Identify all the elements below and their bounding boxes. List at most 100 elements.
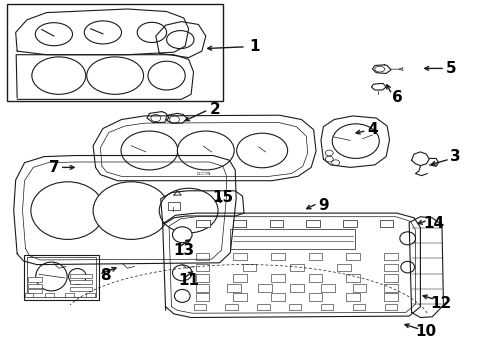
Bar [309,253,322,260]
Ellipse shape [401,261,415,273]
Bar [28,284,42,288]
Bar [70,274,92,278]
Bar [271,253,285,260]
Text: DCCTN: DCCTN [196,172,211,176]
Bar [70,287,92,291]
Ellipse shape [332,124,379,158]
Ellipse shape [159,188,218,233]
Text: 15: 15 [212,190,234,206]
Bar [346,274,360,282]
Bar [343,220,357,227]
Bar [384,274,398,282]
Bar [233,274,247,282]
Bar [233,220,246,227]
Bar [196,284,209,292]
Ellipse shape [148,61,185,90]
Bar [290,264,304,271]
Bar [196,274,209,282]
Bar [384,253,398,260]
Text: 10: 10 [416,324,437,339]
Ellipse shape [167,31,194,49]
Ellipse shape [87,57,144,94]
Bar [384,284,398,292]
Bar [271,293,285,301]
Text: 7: 7 [49,160,59,175]
Bar [24,293,33,297]
Bar [353,304,365,310]
Text: 9: 9 [318,198,329,213]
Bar [289,304,301,310]
Bar [28,277,42,282]
Bar [65,293,74,297]
Text: 2: 2 [210,102,221,117]
Bar [346,253,360,260]
Text: 5: 5 [445,61,456,76]
Bar [86,293,95,297]
Ellipse shape [151,114,161,122]
Bar [257,304,270,310]
Bar [243,264,256,271]
Bar [270,220,283,227]
Ellipse shape [170,116,179,123]
Bar [385,304,397,310]
Bar [27,257,96,297]
Ellipse shape [137,22,167,42]
Text: 3: 3 [450,149,461,164]
Bar [233,253,247,260]
Ellipse shape [174,289,190,302]
Ellipse shape [237,133,288,168]
Ellipse shape [172,227,192,243]
Bar [196,293,209,301]
Ellipse shape [32,57,86,94]
Bar [337,264,351,271]
Bar [230,229,355,249]
Text: 11: 11 [178,273,199,288]
Text: 13: 13 [173,243,195,258]
Bar [258,284,272,292]
Text: 1: 1 [249,39,260,54]
Text: 8: 8 [100,268,111,283]
Ellipse shape [93,182,170,239]
Ellipse shape [84,21,122,44]
Bar [384,264,398,271]
Bar [196,264,209,271]
Text: 4: 4 [367,122,378,137]
Ellipse shape [332,160,340,166]
Text: 12: 12 [430,296,452,311]
Bar [271,274,285,282]
Bar [353,284,367,292]
Bar [346,293,360,301]
Bar [309,274,322,282]
Bar [384,293,398,301]
Ellipse shape [400,232,416,245]
Bar [168,202,180,210]
Bar [225,304,238,310]
Bar [24,255,99,300]
Ellipse shape [177,131,234,170]
Bar [28,289,42,293]
Bar [309,293,322,301]
Text: !: ! [172,207,175,213]
Ellipse shape [172,265,192,281]
Bar [321,284,335,292]
Bar [306,220,320,227]
Ellipse shape [36,262,67,291]
Bar [227,284,241,292]
Ellipse shape [121,131,178,170]
Bar [196,220,210,227]
Bar [196,253,209,260]
Bar [45,293,54,297]
Ellipse shape [325,156,333,162]
Text: 6: 6 [392,90,402,105]
Bar [70,280,92,284]
Ellipse shape [69,269,86,284]
Bar [290,284,304,292]
Ellipse shape [35,23,73,46]
Ellipse shape [325,150,333,156]
Bar [7,4,223,101]
Bar [380,220,393,227]
Text: 14: 14 [423,216,444,231]
Bar [194,304,206,310]
Bar [321,304,333,310]
Bar [233,293,247,301]
